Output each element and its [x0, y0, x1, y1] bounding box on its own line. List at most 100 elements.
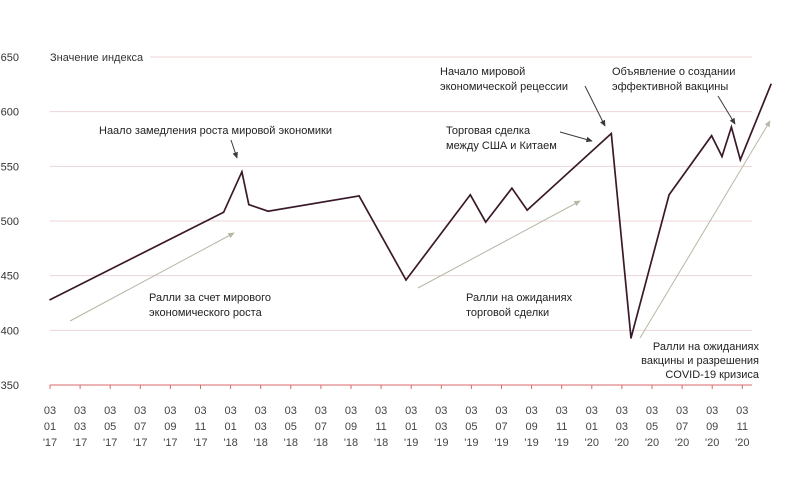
- x-tick-label: '17: [163, 437, 177, 449]
- x-tick-label: 03: [706, 405, 718, 417]
- data-point: [358, 195, 360, 197]
- x-tick-label: 07: [315, 421, 327, 433]
- annotation-rally-trade-line-2: торговой сделки: [466, 307, 549, 319]
- data-point: [511, 187, 513, 189]
- data-point: [710, 134, 713, 137]
- x-tick-label: 01: [405, 421, 417, 433]
- annotation-rally-growth-line-2: экономического роста: [149, 307, 263, 319]
- data-point: [241, 171, 243, 173]
- annotation-vaccine-line-1: Объявление о создании: [612, 66, 735, 78]
- data-point: [405, 279, 407, 281]
- annotation-rally-vaccine: Ралли на ожиданиях вакцины и разрешения CO…: [641, 341, 760, 381]
- x-tick-label: 07: [676, 421, 688, 433]
- annotation-rally-trade-line-1: Ралли на ожиданиях: [466, 292, 573, 304]
- annotations: Наало замедления роста мировой экономики…: [99, 66, 760, 381]
- x-tick-label: 09: [164, 421, 176, 433]
- x-tick-label: '19: [404, 437, 418, 449]
- annotation-rally-growth: Ралли за счет мирового экономического рос…: [149, 292, 271, 319]
- data-point: [770, 83, 772, 86]
- x-tick-label: 03: [224, 405, 236, 417]
- x-tick-label: '17: [133, 437, 147, 449]
- x-tick-label: '17: [73, 437, 87, 449]
- x-tick-label: '18: [374, 437, 388, 449]
- x-tick-label: '19: [555, 437, 569, 449]
- data-point: [668, 194, 670, 196]
- data-point: [721, 155, 723, 158]
- x-tick-label: 03: [134, 405, 146, 417]
- data-point: [730, 126, 733, 128]
- x-tick-label: '17: [103, 437, 117, 449]
- annotation-recession-line-1: Начало мировой: [440, 66, 525, 78]
- y-tick-label: 500: [1, 216, 19, 228]
- x-tick-label: 03: [676, 405, 688, 417]
- x-tick-label: 05: [646, 421, 658, 433]
- x-tick-label: '20: [615, 437, 629, 449]
- y-tick-label: 600: [1, 107, 19, 119]
- data-point: [484, 221, 487, 223]
- annotation-vaccine-line-2: эффективной вакцины: [612, 81, 728, 93]
- data-point: [610, 132, 613, 135]
- x-tick-label: 05: [465, 421, 477, 433]
- x-tick-label: 03: [405, 405, 417, 417]
- x-tick-label: '17: [43, 437, 57, 449]
- x-tick-label: 03: [44, 405, 56, 417]
- x-tick-label: '19: [434, 437, 448, 449]
- x-tick-label: 01: [586, 421, 598, 433]
- x-tick-label: '19: [464, 437, 478, 449]
- y-tick-label: 350: [1, 380, 19, 392]
- annotation-slowdown-line-1: Наало замедления роста мировой экономики: [99, 125, 332, 137]
- x-tick-label: 03: [255, 405, 267, 417]
- x-tick-label: 03: [525, 405, 537, 417]
- data-point: [267, 210, 269, 212]
- data-point: [739, 159, 742, 161]
- annotation-recession: Начало мировой экономической рецессии: [440, 66, 568, 93]
- y-tick-label: 650: [1, 52, 19, 64]
- annotation-trade-deal-line-2: между США и Китаем: [446, 140, 557, 152]
- trend-arrows: [69, 120, 771, 339]
- x-tick-label: 11: [737, 421, 748, 433]
- data-point: [469, 194, 472, 196]
- x-tick-label: '18: [254, 437, 268, 449]
- x-tick-label: 03: [104, 405, 116, 417]
- x-tick-label: 03: [74, 421, 86, 433]
- y-axis-label: Значение индекса: [50, 52, 144, 64]
- x-tick-label: '19: [494, 437, 508, 449]
- x-tick-label: '17: [193, 437, 207, 449]
- x-axis-tick-labels: 03 01 '17 03 03 '17 03 05 '17 03 07 '17 03 09 '17 03 11 '…: [43, 385, 749, 449]
- x-tick-label: '18: [314, 437, 328, 449]
- y-tick-label: 400: [1, 325, 19, 337]
- x-tick-label: 09: [706, 421, 718, 433]
- y-tick-label: 450: [1, 271, 19, 283]
- series: [49, 83, 772, 339]
- data-point: [222, 211, 225, 214]
- x-tick-label: '18: [223, 437, 237, 449]
- y-axis-tick-labels: 650 600 550 500 450 400 350: [1, 52, 19, 392]
- x-tick-label: 03: [736, 405, 748, 417]
- x-tick-label: 03: [375, 405, 387, 417]
- x-tick-label: 03: [556, 405, 568, 417]
- pointer-arrow-4: [717, 95, 736, 125]
- x-tick-label: 07: [495, 421, 507, 433]
- x-tick-label: 05: [285, 421, 297, 433]
- annotation-rally-vaccine-line-3: COVID-19 кризиса: [665, 369, 760, 381]
- annotation-recession-line-2: экономической рецессии: [440, 81, 568, 93]
- pointer-arrows: [230, 85, 736, 159]
- annotation-rally-vaccine-line-2: вакцины и разрешения: [641, 355, 759, 367]
- pointer-arrow-3: [584, 85, 606, 127]
- x-tick-label: 07: [134, 421, 146, 433]
- trend-arrow-1: [69, 232, 235, 322]
- x-tick-label: 09: [345, 421, 357, 433]
- x-tick-label: '18: [344, 437, 358, 449]
- x-tick-label: 03: [616, 421, 628, 433]
- x-tick-label: 03: [345, 405, 357, 417]
- x-tick-label: '20: [585, 437, 599, 449]
- x-tick-label: 03: [164, 405, 176, 417]
- y-tick-label: 550: [1, 161, 19, 173]
- x-tick-label: 09: [525, 421, 537, 433]
- x-tick-label: 03: [435, 405, 447, 417]
- x-tick-label: 03: [315, 405, 327, 417]
- annotation-trade-deal-line-1: Торговая сделка: [446, 125, 531, 137]
- trend-arrow-3: [639, 120, 771, 339]
- annotation-rally-vaccine-line-1: Ралли на ожиданиях: [653, 341, 760, 353]
- x-tick-label: 11: [195, 421, 206, 433]
